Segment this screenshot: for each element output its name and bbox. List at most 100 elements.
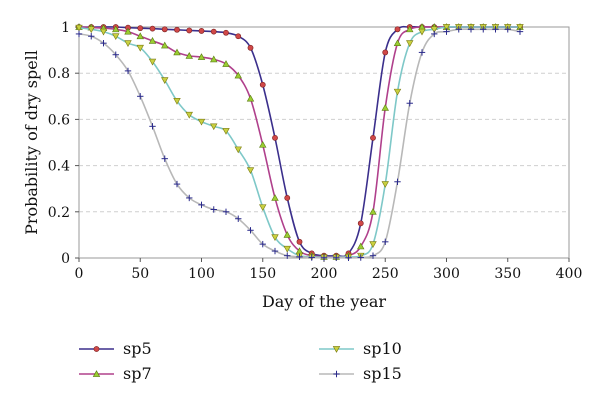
series-sp15-point: [320, 254, 328, 261]
series-sp5-point: [161, 26, 168, 33]
series-sp7-point: [210, 55, 218, 63]
series-sp10-point: [222, 128, 230, 135]
series-sp10-point: [259, 204, 267, 211]
series-sp15-point: [406, 100, 413, 107]
series-sp7-point: [369, 207, 377, 215]
series-sp15-point: [504, 26, 511, 33]
x-tick-label: 300: [433, 266, 460, 282]
x-tick-label: 400: [556, 266, 583, 282]
series-sp10-point: [75, 24, 83, 32]
series-sp15-point: [333, 254, 340, 261]
series-sp7-point: [136, 32, 144, 40]
series-sp10-point: [246, 167, 255, 175]
series-sp15: [75, 26, 524, 261]
series-sp5-point: [149, 25, 156, 32]
series-sp15-point: [382, 238, 389, 246]
x-tick-label: 200: [311, 266, 338, 282]
x-tick-label: 0: [75, 266, 84, 282]
legend-item-sp5: sp5: [79, 339, 152, 358]
series-sp5-point: [357, 220, 364, 227]
series-sp5-point: [235, 33, 242, 40]
legend-item-sp15: sp15: [319, 364, 402, 383]
series-sp10-point: [197, 118, 206, 126]
series-sp15-point: [222, 208, 230, 215]
x-tick-label: 250: [372, 266, 399, 282]
series-sp5-line: [78, 25, 520, 258]
series-sp5: [76, 24, 523, 259]
grid-lines: [79, 72, 569, 213]
series-sp7-point: [197, 53, 206, 60]
series-sp15-point: [124, 67, 132, 75]
series-sp5-point: [382, 49, 389, 56]
series-sp10-point: [112, 33, 120, 41]
x-tick-label: 350: [494, 266, 521, 282]
series-sp7-point: [357, 242, 365, 250]
series-sp7-point: [381, 104, 389, 111]
series-sp10-point: [148, 58, 157, 66]
series-sp15-point: [247, 227, 254, 234]
series-sp7-point: [393, 39, 402, 47]
series-sp5-point: [223, 29, 229, 36]
series-sp7-point: [259, 140, 267, 148]
series-sp15-point: [394, 178, 401, 185]
series-layer: [75, 23, 524, 262]
series-sp5-point: [272, 134, 278, 141]
y-tick-label: 1: [61, 20, 70, 36]
series-sp10-point: [381, 181, 389, 188]
legend-label: sp7: [123, 364, 152, 383]
legend-item-sp10: sp10: [319, 339, 402, 358]
series-sp15-point: [480, 26, 487, 33]
series-sp7-line: [78, 26, 520, 258]
series-sp5-point: [284, 195, 291, 201]
series-sp10-point: [234, 146, 242, 154]
y-tick-label: 0.6: [48, 112, 70, 128]
y-tick-label: 0.4: [48, 159, 70, 175]
series-sp7-point: [161, 41, 169, 49]
series-sp15-point: [75, 30, 83, 38]
series-sp15-point: [100, 39, 107, 47]
series-sp10-point: [99, 28, 108, 36]
series-sp7-point: [124, 27, 132, 35]
series-sp15-point: [357, 254, 364, 261]
series-sp7: [75, 23, 524, 260]
series-sp7-point: [173, 48, 181, 56]
x-tick-label: 150: [249, 266, 276, 282]
legend: sp5 sp7 sp10 sp15: [79, 339, 402, 383]
series-sp10-point: [185, 111, 193, 119]
legend-swatch-marker: [333, 370, 340, 378]
series-sp15-point: [149, 123, 156, 130]
y-tick-label: 0: [61, 251, 70, 267]
y-tick-label: 0.2: [48, 205, 70, 221]
series-sp15-point: [296, 253, 303, 261]
series-sp10-point: [516, 24, 524, 31]
series-sp15-point: [112, 51, 119, 58]
series-sp5-point: [186, 27, 193, 34]
legend-item-sp7: sp7: [79, 364, 152, 383]
legend-label: sp15: [363, 364, 402, 383]
series-sp7-point: [148, 37, 157, 44]
series-sp15-point: [198, 201, 205, 209]
series-sp15-point: [137, 93, 144, 100]
legend-swatch-marker: [93, 346, 100, 352]
series-sp15-point: [271, 247, 279, 255]
series-sp7-point: [406, 25, 414, 33]
series-sp5-point: [198, 28, 205, 34]
series-sp15-point: [369, 252, 377, 259]
legend-swatch-marker: [92, 370, 101, 377]
series-sp10-point: [442, 24, 451, 31]
series-sp15-line: [78, 28, 521, 259]
legend-label: sp5: [123, 339, 152, 358]
series-sp15-point: [186, 194, 193, 202]
series-sp7-point: [112, 25, 120, 33]
axis-ticks: 0 0.2 0.4 0.6 0.8 1 0 50 100 150 200 250 300 350 400: [48, 20, 583, 282]
series-sp10-point: [136, 44, 144, 52]
series-sp15-point: [161, 155, 168, 162]
series-sp10-point: [393, 88, 402, 96]
series-sp10-point: [418, 28, 426, 36]
series-sp10-line: [78, 26, 520, 259]
series-sp15-point: [235, 215, 242, 222]
series-sp5-point: [137, 25, 144, 32]
series-sp15-point: [431, 30, 438, 38]
series-sp10-point: [369, 241, 377, 248]
